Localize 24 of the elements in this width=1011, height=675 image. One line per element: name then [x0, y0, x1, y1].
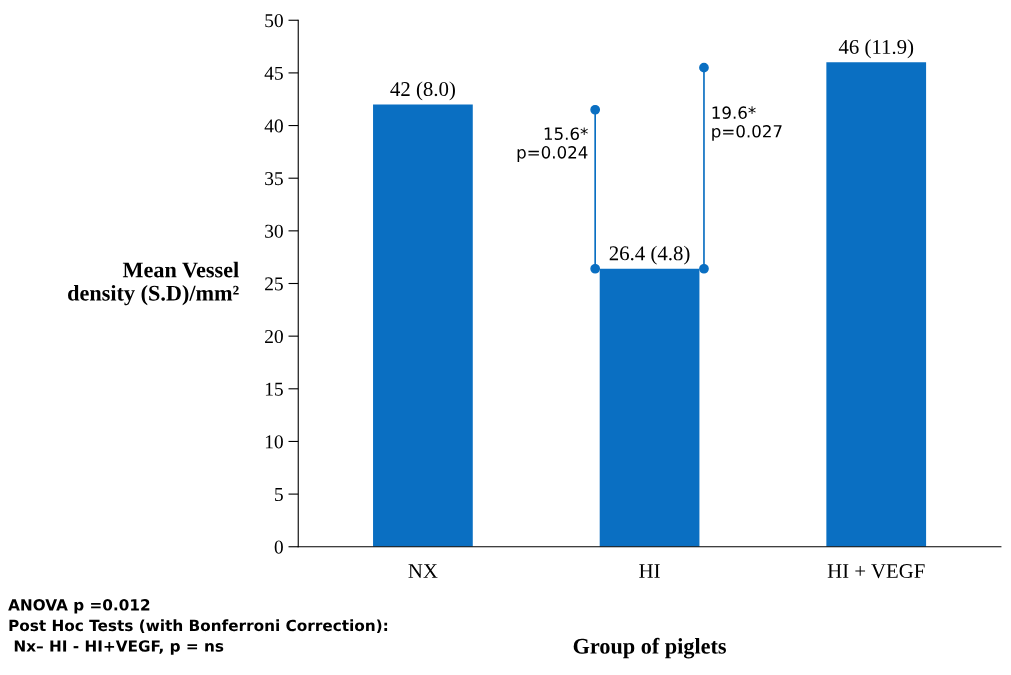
bar: [373, 104, 473, 547]
y-tick-label: 40: [264, 119, 283, 133]
y-tick-label: 10: [265, 435, 283, 449]
data-label: 46 (11.9): [838, 39, 914, 59]
text: ANOVA p =0.012 Post Hoc Tests (with Bonferroni Correction): Nx– HI - HI+VEGF, p = ns: [8, 599, 388, 655]
y-tick-label: 20: [265, 329, 283, 344]
annotation: 15.6* p=0.024: [517, 127, 588, 162]
y-tick-label: 0: [274, 540, 283, 554]
y-axis-title: Mean Vessel density (S.D)/mm²: [68, 261, 239, 306]
y-tick-label: 35: [265, 172, 283, 186]
y-tick-label: 50: [265, 14, 283, 28]
x-tick-label: NX: [408, 564, 438, 578]
x-tick-label: HI: [639, 564, 660, 578]
y-tick-label: 25: [265, 277, 283, 291]
y-tick-label: 45: [264, 66, 283, 80]
data-label: 26.4 (4.8): [609, 245, 690, 265]
x-axis-title: Group of piglets: [573, 637, 726, 659]
x-tick-label: HI + VEGF: [827, 564, 925, 579]
data-label: 42 (8.0): [390, 81, 455, 101]
y-tick-label: 5: [275, 488, 283, 502]
y-tick-label: 30: [265, 224, 283, 238]
annotation: 19.6* p=0.027: [712, 106, 782, 141]
bar: [826, 62, 927, 547]
y-tick-label: 15: [265, 382, 283, 396]
